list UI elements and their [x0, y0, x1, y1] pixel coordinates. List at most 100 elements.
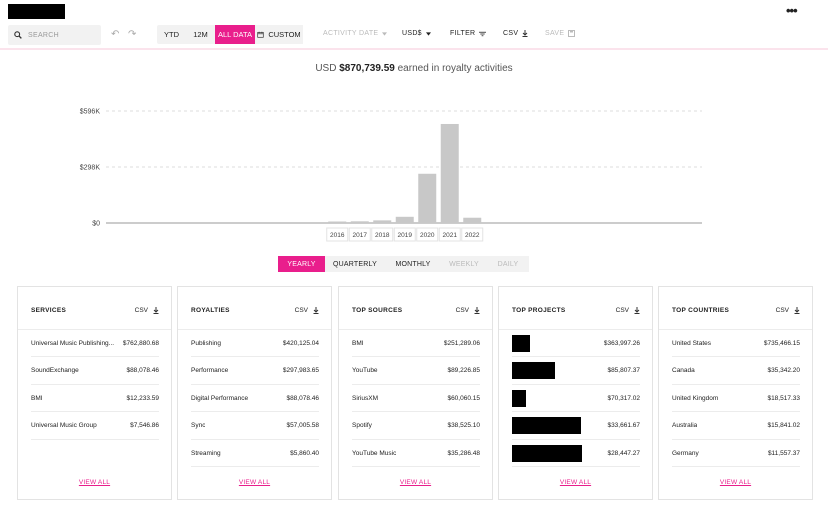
row-value: $60,060.15: [447, 394, 480, 402]
table-row[interactable]: Spotify $38,525.10: [352, 413, 480, 440]
row-value: $735,466.15: [763, 339, 800, 347]
card-csv-label: CSV: [615, 307, 629, 314]
csv-download-button[interactable]: CSV: [503, 30, 528, 37]
card-title: TOP COUNTRIES: [672, 307, 730, 314]
card-csv-button[interactable]: CSV: [616, 307, 640, 314]
table-row[interactable]: SiriusXM $60,060.15: [352, 385, 480, 412]
filter-button[interactable]: FILTER: [450, 30, 487, 37]
row-value: $297,983.65: [282, 367, 319, 374]
row-value: $88,078.46: [126, 367, 159, 374]
download-icon: [634, 307, 640, 314]
view-all-link[interactable]: VIEW ALL: [78, 479, 111, 486]
caret-down-icon: [382, 31, 388, 36]
row-name: Publishing: [191, 339, 221, 347]
table-row[interactable]: Sync $57,005.58: [191, 413, 319, 440]
bar-2020[interactable]: [418, 173, 437, 223]
x-tick-label: 2018: [375, 232, 390, 239]
table-row[interactable]: BMI $12,233.59: [31, 385, 159, 412]
period-12m-button[interactable]: 12M: [193, 30, 208, 39]
bar-2017[interactable]: [350, 221, 369, 223]
y-tick-label: $0: [92, 221, 100, 228]
period-all-data-button[interactable]: ALL DATA: [215, 25, 255, 44]
card-header: TOP PROJECTS CSV: [499, 287, 652, 330]
table-row[interactable]: Universal Music Publishing... $762,880.6…: [31, 330, 159, 357]
table-row[interactable]: YouTube $89,226.85: [352, 358, 480, 385]
x-tick-label: 2021: [443, 232, 458, 239]
row-value: $35,286.48: [447, 449, 480, 457]
row-name: Sync: [191, 422, 206, 429]
redacted-project-name: [512, 334, 530, 352]
currency-dropdown[interactable]: USD$: [402, 30, 431, 37]
row-value: $251,289.06: [443, 339, 480, 347]
search-input[interactable]: SEARCH: [8, 25, 101, 45]
row-name: United Kingdom: [672, 394, 719, 402]
table-row[interactable]: Germany $11,557.37: [672, 440, 800, 467]
granularity-monthly-button[interactable]: MONTHLY: [395, 260, 431, 268]
redo-icon[interactable]: ↷: [128, 29, 137, 40]
bar-2016[interactable]: [328, 221, 347, 223]
table-row[interactable]: YouTube Music $35,286.48: [352, 440, 480, 467]
table-row[interactable]: $28,447.27: [512, 440, 640, 467]
row-name: United States: [672, 339, 712, 347]
card-title: SERVICES: [31, 307, 67, 314]
period-ytd-button[interactable]: YTD: [164, 30, 179, 39]
view-all-link[interactable]: VIEW ALL: [559, 479, 592, 486]
bar-2019[interactable]: [395, 216, 414, 223]
row-value: $5,860.40: [290, 449, 319, 457]
card-csv-button[interactable]: CSV: [295, 307, 319, 314]
row-value: $57,005.58: [286, 422, 319, 429]
bar-2022[interactable]: [463, 217, 482, 223]
table-row[interactable]: United Kingdom $18,517.33: [672, 385, 800, 412]
table-row[interactable]: Australia $15,841.02: [672, 413, 800, 440]
card-csv-button[interactable]: CSV: [776, 307, 800, 314]
top-projects-card: TOP PROJECTS CSV $363,997.26 $85,807.37 …: [498, 286, 653, 500]
table-row[interactable]: $70,317.02: [512, 385, 640, 412]
redacted-project-name: [512, 362, 555, 379]
table-row[interactable]: $33,661.67: [512, 413, 640, 440]
table-row[interactable]: Universal Music Group $7,546.86: [31, 413, 159, 440]
view-all-link[interactable]: VIEW ALL: [719, 479, 752, 486]
search-placeholder: SEARCH: [28, 31, 59, 39]
undo-icon[interactable]: ↶: [111, 29, 120, 40]
table-row[interactable]: $85,807.37: [512, 358, 640, 385]
table-row[interactable]: $363,997.26: [512, 330, 640, 357]
card-csv-label: CSV: [775, 307, 789, 314]
row-name: Streaming: [191, 449, 221, 457]
granularity-yearly-button[interactable]: YEARLY: [278, 256, 325, 272]
save-button[interactable]: SAVE: [545, 30, 576, 37]
card-csv-button[interactable]: CSV: [135, 307, 159, 314]
x-tick-label: 2019: [398, 232, 413, 239]
view-all-link[interactable]: VIEW ALL: [399, 479, 432, 486]
card-csv-button[interactable]: CSV: [456, 307, 480, 314]
table-row[interactable]: Canada $35,342.20: [672, 358, 800, 385]
granularity-weekly-button[interactable]: WEEKLY: [449, 260, 479, 268]
table-row[interactable]: United States $735,466.15: [672, 330, 800, 357]
bar-2018[interactable]: [373, 220, 392, 223]
top-sources-card: TOP SOURCES CSV BMI $251,289.06 YouTube …: [338, 286, 493, 500]
granularity-daily-button[interactable]: DAILY: [497, 260, 519, 268]
row-value: $762,880.68: [122, 339, 159, 347]
card-title: TOP PROJECTS: [512, 307, 566, 314]
table-row[interactable]: SoundExchange $88,078.46: [31, 358, 159, 385]
table-row[interactable]: Performance $297,983.65: [191, 358, 319, 385]
row-value: $18,517.33: [767, 394, 800, 402]
row-name: BMI: [31, 394, 43, 402]
granularity-selector: YEARLY QUARTERLY MONTHLY WEEKLY DAILY: [278, 256, 529, 272]
table-row[interactable]: Publishing $420,125.04: [191, 330, 319, 357]
view-all-link[interactable]: VIEW ALL: [238, 479, 271, 486]
row-name: YouTube Music: [352, 449, 397, 457]
table-row[interactable]: Streaming $5,860.40: [191, 440, 319, 467]
row-value: $7,546.86: [130, 422, 159, 429]
activity-date-dropdown[interactable]: ACTIVITY DATE: [323, 30, 388, 37]
table-row[interactable]: Digital Performance $88,078.46: [191, 385, 319, 412]
csv-label: CSV: [503, 30, 519, 37]
granularity-quarterly-button[interactable]: QUARTERLY: [333, 260, 377, 268]
table-row[interactable]: BMI $251,289.06: [352, 330, 480, 357]
currency-label: USD$: [402, 30, 422, 37]
bar-2021[interactable]: [440, 123, 459, 223]
x-tick-box: [438, 227, 461, 242]
calendar-icon: [257, 31, 264, 38]
card-csv-label: CSV: [455, 307, 469, 314]
period-custom-button[interactable]: CUSTOM: [255, 25, 303, 44]
more-options-icon[interactable]: •••: [786, 3, 798, 18]
